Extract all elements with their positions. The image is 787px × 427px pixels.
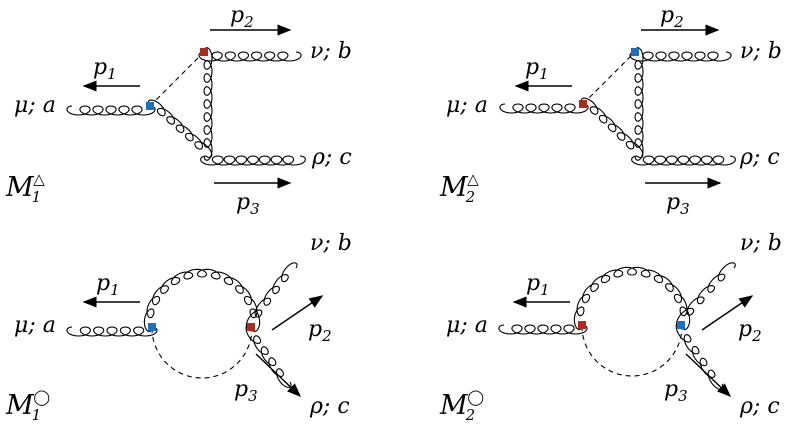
label-p3: p3	[236, 190, 260, 218]
gluon-nu-external	[629, 51, 732, 62]
arrow-p2	[271, 295, 324, 331]
gluon-loop-upper	[143, 268, 261, 333]
label-p1: p1	[525, 55, 549, 83]
amplitude-label: M2◯	[439, 388, 484, 424]
label-nu-b: ν; b	[740, 39, 782, 64]
ghost-line	[582, 51, 636, 105]
diagram-bubble-1: p1 p2 p3 μ; a ν; b ρ; c M1◯	[5, 231, 352, 424]
diagram-triangle-1: p2 p1 p3 μ; a ν; b ρ; c M1△	[5, 3, 352, 218]
diagram-bubble-2: p1 p2 p3 μ; a ν; b ρ; c M2◯	[439, 231, 782, 424]
gluon-mu-external	[499, 103, 589, 114]
gluon-loop-upper	[573, 266, 691, 331]
red-vertex	[578, 321, 586, 329]
gluon-rho-external	[631, 155, 736, 166]
diagram-triangle-2: p2 p1 p3 μ; a ν; b ρ; c M2△	[439, 3, 782, 218]
label-mu-a: μ; a	[14, 93, 56, 118]
arrow-p3	[685, 353, 732, 397]
label-p3: p3	[666, 190, 690, 218]
gluon-vertical	[634, 47, 644, 161]
red-vertex	[200, 48, 208, 56]
blue-vertex	[148, 323, 156, 331]
label-p3: p3	[234, 377, 258, 405]
label-rho-c: ρ; c	[309, 394, 350, 419]
ghost-loop-lower	[151, 327, 253, 379]
ghost-line	[149, 51, 205, 107]
ghost-loop-lower	[581, 325, 683, 377]
label-mu-a: μ; a	[446, 93, 488, 118]
label-p1: p1	[526, 271, 550, 299]
label-p3: p3	[664, 377, 688, 405]
amplitude-label: M1◯	[5, 388, 50, 424]
gluon-mu-external	[498, 324, 588, 335]
gluon-nu-external	[198, 51, 302, 62]
amplitude-label: M1△	[5, 170, 45, 206]
label-nu-b: ν; b	[740, 231, 782, 256]
blue-vertex	[146, 102, 154, 110]
amplitude-label: M2△	[439, 170, 479, 206]
label-rho-c: ρ; c	[739, 394, 780, 419]
label-p2: p2	[308, 317, 332, 345]
gluon-rho-external	[245, 324, 292, 389]
gluon-mu-external	[66, 326, 158, 337]
gluon-vertical	[203, 47, 213, 161]
label-nu-b: ν; b	[310, 39, 352, 64]
gluon-diagonal	[147, 99, 213, 159]
label-p1: p1	[96, 271, 120, 299]
gluon-rho-external	[675, 322, 724, 390]
gluon-nu-external	[245, 262, 298, 330]
label-rho-c: ρ; c	[311, 145, 352, 170]
blue-vertex	[677, 321, 685, 329]
arrow-p2	[701, 295, 754, 331]
label-p2: p2	[738, 317, 762, 345]
label-mu-a: μ; a	[14, 313, 56, 338]
label-p1: p1	[93, 55, 117, 83]
blue-vertex	[631, 48, 639, 56]
label-mu-a: μ; a	[446, 313, 488, 338]
arrow-p3	[255, 353, 302, 397]
gluon-mu-external	[66, 105, 156, 116]
red-vertex	[247, 323, 255, 331]
gluon-nu-external	[676, 262, 736, 328]
label-p2: p2	[660, 3, 684, 31]
gluon-diagonal	[580, 97, 644, 159]
gluon-rho-external	[200, 155, 306, 166]
label-nu-b: ν; b	[310, 231, 352, 256]
label-p2: p2	[230, 3, 254, 31]
label-rho-c: ρ; c	[739, 145, 780, 170]
red-vertex	[579, 100, 587, 108]
